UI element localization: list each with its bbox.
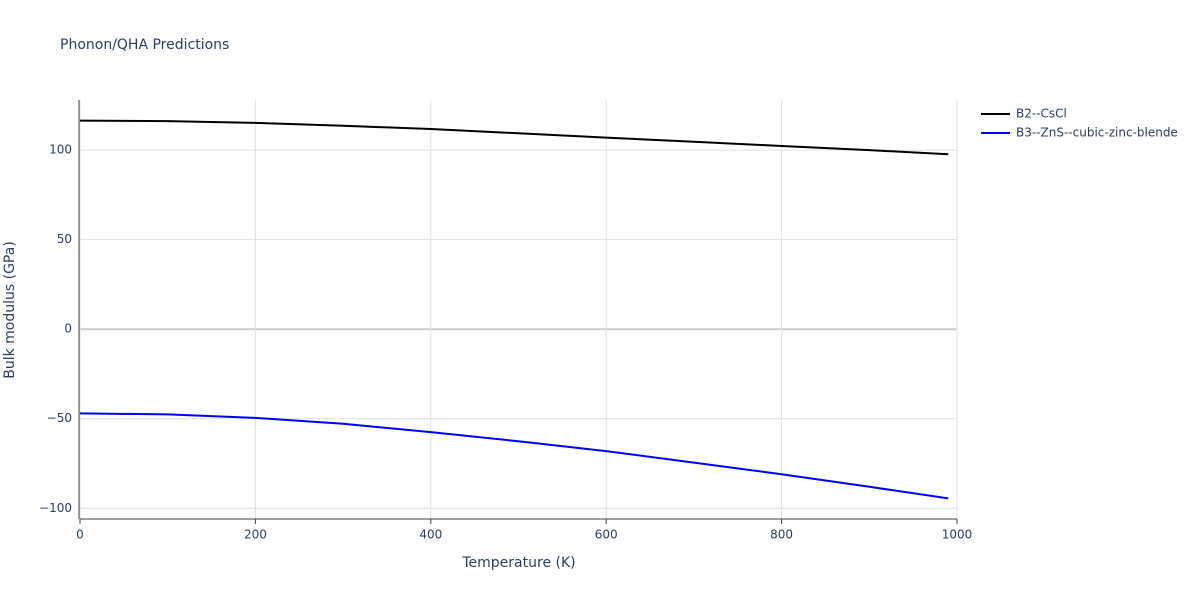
series-line bbox=[79, 412, 949, 500]
legend-label: B3--ZnS--cubic-zinc-blende bbox=[1016, 126, 1178, 140]
x-tick-label: 200 bbox=[244, 528, 267, 542]
series-line bbox=[79, 119, 949, 156]
y-tick-label: −100 bbox=[39, 501, 72, 515]
y-tick-label: −50 bbox=[47, 411, 72, 425]
x-tick-label: 800 bbox=[770, 528, 793, 542]
y-axis-title: Bulk modulus (GPa) bbox=[2, 241, 18, 379]
x-tick-label: 400 bbox=[419, 528, 442, 542]
x-tick-label: 0 bbox=[76, 528, 84, 542]
x-tick-label: 1000 bbox=[942, 528, 973, 542]
legend-label: B2--CsCl bbox=[1016, 107, 1067, 121]
x-axis-title: Temperature (K) bbox=[461, 555, 575, 571]
y-tick-label: 0 bbox=[64, 322, 72, 336]
chart-title: Phonon/QHA Predictions bbox=[60, 37, 229, 53]
y-tick-label: 50 bbox=[57, 232, 72, 246]
y-tick-label: 100 bbox=[49, 143, 72, 157]
x-tick-label: 600 bbox=[595, 528, 618, 542]
